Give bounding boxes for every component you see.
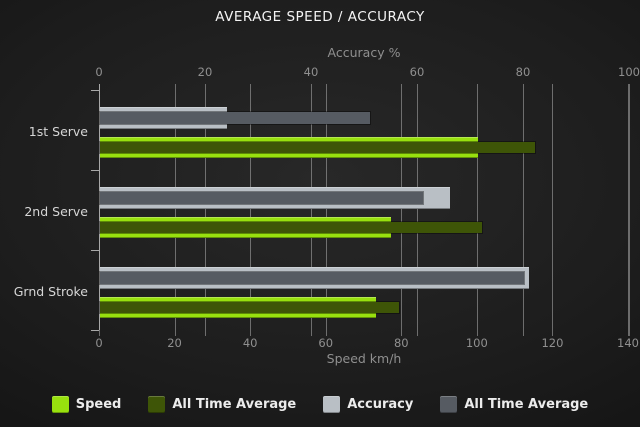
legend-item-label: Speed xyxy=(75,397,122,412)
bottom-axis-tick-label: 0 xyxy=(95,336,103,350)
top-axis-tick-label: 100 xyxy=(618,65,640,79)
chart-title: AVERAGE SPEED / ACCURACY xyxy=(215,9,425,25)
gridline-speed xyxy=(628,84,629,336)
category-label-grnd-stroke: Grnd Stroke xyxy=(13,284,88,299)
legend-item-label: Accuracy xyxy=(347,397,414,412)
bottom-axis-tick-label: 80 xyxy=(393,336,409,350)
legend-swatch xyxy=(51,396,69,413)
bottom-axis-tick-label: 100 xyxy=(465,336,488,350)
bar-all-time-average-speed-1st-serve[interactable] xyxy=(100,142,535,153)
category-label-1st-serve: 1st Serve xyxy=(28,124,88,139)
gridline-speed xyxy=(552,84,554,336)
legend-swatch xyxy=(323,396,341,413)
gridline-accuracy xyxy=(311,84,312,336)
legend-item-speed-0[interactable]: Speed xyxy=(51,396,122,413)
bottom-axis-tick-label: 140 xyxy=(617,336,639,350)
legend-item-all-time-average-1[interactable]: All Time Average xyxy=(148,396,296,413)
bottom-axis-tick-label: 20 xyxy=(167,336,182,350)
gridline-accuracy xyxy=(417,84,418,336)
category-label-2nd-serve: 2nd Serve xyxy=(24,204,88,219)
legend: Speed All Time Average Accuracy All Time Av… xyxy=(0,396,640,413)
bottom-axis-tick-label: 120 xyxy=(541,336,564,350)
bottom-axis-tick-label: 60 xyxy=(318,336,334,350)
top-axis-tick-label: 80 xyxy=(515,65,531,79)
legend-item-accuracy-2[interactable]: Accuracy xyxy=(323,396,413,413)
legend-swatch xyxy=(440,396,458,413)
bottom-axis-title: Speed km/h xyxy=(326,351,402,366)
bar-all-time-average-accuracy-grnd-stroke[interactable] xyxy=(100,272,524,284)
category-tick xyxy=(91,170,99,171)
bar-all-time-average-accuracy-1st-serve[interactable] xyxy=(100,112,371,124)
bar-all-time-average-speed-2nd-serve[interactable] xyxy=(100,222,482,233)
gridline-accuracy xyxy=(629,84,630,336)
bar-all-time-average-accuracy-2nd-serve[interactable] xyxy=(100,192,424,204)
category-tick xyxy=(91,330,99,331)
gridline-speed xyxy=(476,84,478,336)
gridline-speed xyxy=(325,84,327,336)
legend-item-label: All Time Average xyxy=(172,397,297,412)
bar-all-time-average-speed-grnd-stroke[interactable] xyxy=(100,302,399,313)
legend-item-label: All Time Average xyxy=(464,397,589,412)
top-axis-tick-label: 60 xyxy=(409,65,425,79)
gridline-speed xyxy=(174,84,176,336)
top-axis-tick-label: 0 xyxy=(95,65,103,79)
gridline-speed xyxy=(401,84,403,336)
legend-swatch xyxy=(148,396,166,413)
gridline-accuracy xyxy=(205,84,206,336)
gridline-accuracy xyxy=(523,84,524,336)
category-tick xyxy=(91,250,99,251)
gridline-speed xyxy=(250,84,252,336)
legend-item-all-time-average-3[interactable]: All Time Average xyxy=(440,396,588,413)
bottom-axis-tick-label: 40 xyxy=(242,336,258,350)
top-axis-tick-label: 40 xyxy=(303,65,319,79)
category-tick xyxy=(91,90,99,91)
top-axis-tick-label: 20 xyxy=(197,65,213,79)
y-axis-line xyxy=(99,84,100,330)
top-axis-title: Accuracy % xyxy=(327,45,401,60)
